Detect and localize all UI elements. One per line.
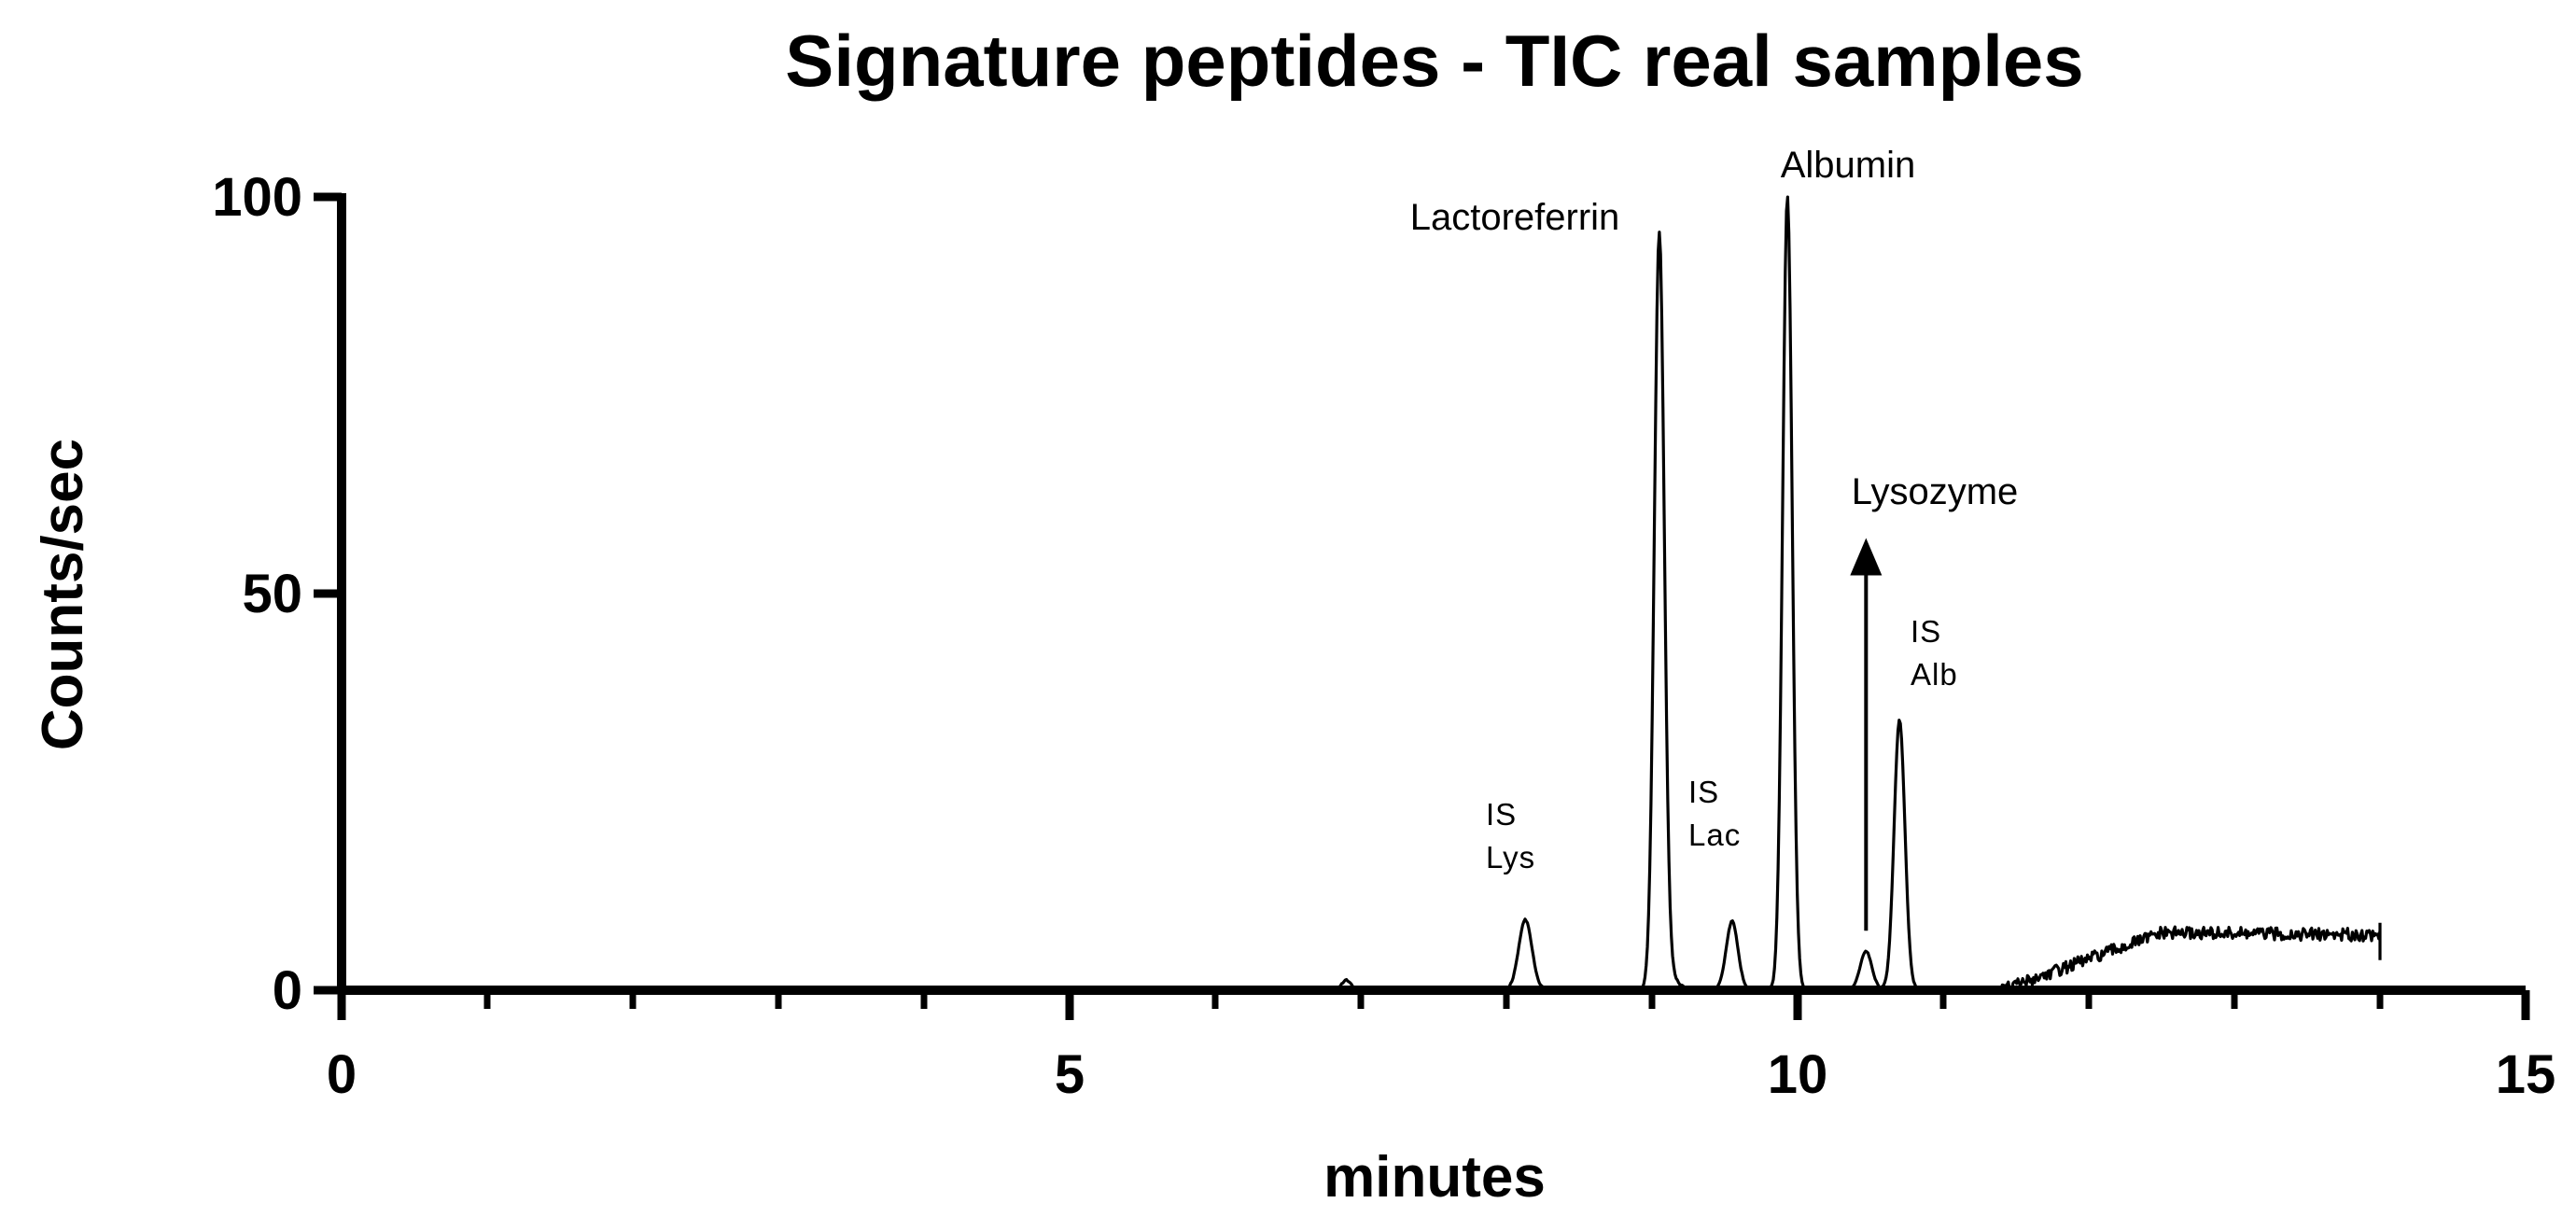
- y-tick-label: 100: [212, 167, 302, 228]
- annotation-is-lys-line1: IS: [1486, 797, 1517, 832]
- x-tick-label: 15: [2496, 1044, 2556, 1105]
- tick-labels: 0 5 10 15 0 50 100: [212, 167, 2555, 1105]
- y-tick-label: 50: [242, 564, 302, 624]
- chart-title: Signature peptides - TIC real samples: [785, 20, 2083, 102]
- y-tick-label: 0: [273, 960, 302, 1021]
- annotation-is-alb-line2: Alb: [1911, 657, 1958, 692]
- x-tick-label: 0: [327, 1044, 357, 1105]
- annotation-is-alb-line1: IS: [1911, 614, 1941, 649]
- annotation-lactoreferrin: Lactoreferrin: [1410, 197, 1620, 238]
- x-tick-label: 5: [1055, 1044, 1085, 1105]
- axes: [337, 193, 2526, 995]
- annotation-is-lac-line2: Lac: [1688, 818, 1741, 852]
- lysozyme-arrow: [1850, 538, 1883, 931]
- arrow-head: [1850, 538, 1883, 576]
- annotation-albumin: Albumin: [1781, 145, 1916, 186]
- y-axis-title: Counts/sec: [31, 439, 95, 750]
- ticks: [314, 192, 2530, 1020]
- x-tick-label: 10: [1768, 1044, 1828, 1105]
- annotation-lysozyme: Lysozyme: [1852, 471, 2019, 512]
- annotation-is-lac-line1: IS: [1688, 775, 1719, 809]
- tic-trace-line: [341, 195, 2382, 992]
- x-axis-title: minutes: [1323, 1145, 1546, 1210]
- annotation-is-lys-line2: Lys: [1486, 840, 1535, 874]
